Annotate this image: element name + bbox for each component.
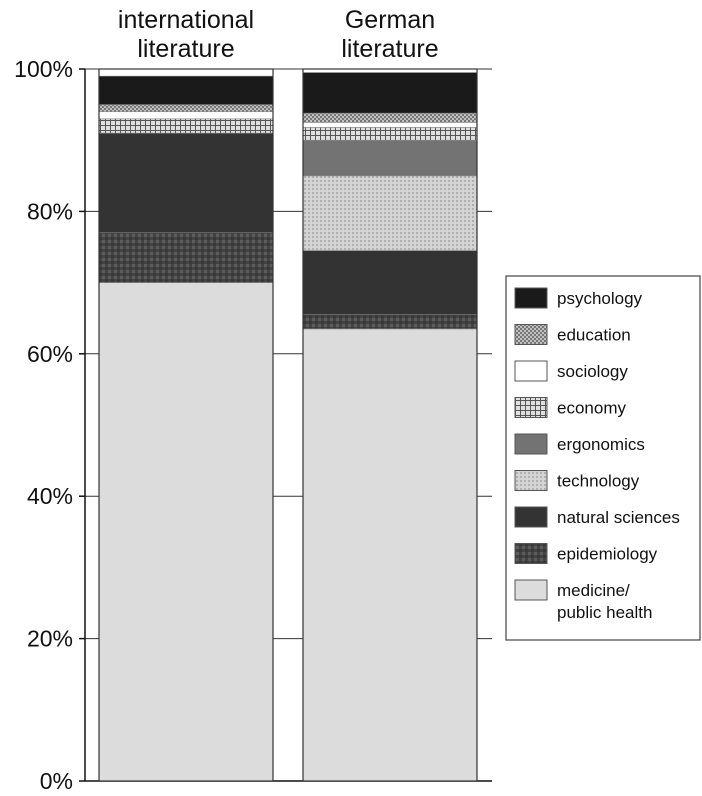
y-tick-label: 20% xyxy=(27,626,73,652)
y-axis: 0% 20% 40% 60% 80% 100% xyxy=(14,56,492,794)
legend-swatch xyxy=(514,324,548,345)
legend-label: psychology xyxy=(557,289,643,308)
legend-swatch xyxy=(514,506,548,528)
bar-segment-medicine-public-health xyxy=(302,328,478,782)
legend-label: natural sciences xyxy=(557,508,680,527)
legend-label: medicine/public health xyxy=(557,581,652,622)
bar-segment-medicine-public-health xyxy=(98,282,274,782)
bar-segment-education xyxy=(98,104,274,113)
y-tick-label: 40% xyxy=(27,483,73,509)
legend-swatch xyxy=(514,287,548,309)
bar-segment-technology xyxy=(302,175,478,251)
legend-label: education xyxy=(557,326,631,345)
bar-segment-epidemiology xyxy=(98,232,274,283)
bar-segment-psychology xyxy=(302,72,478,114)
bar-segment-natural-sciences xyxy=(98,132,274,234)
bar-segment-education xyxy=(302,112,478,123)
legend: psychology education sociology economy ergon… xyxy=(505,275,701,641)
legend-swatch xyxy=(514,543,548,564)
y-tick-label: 60% xyxy=(27,341,73,367)
legend-swatch xyxy=(514,579,548,601)
bar-segment-ergonomics xyxy=(302,139,478,177)
bars xyxy=(98,68,478,782)
y-tick-label: 0% xyxy=(40,768,73,794)
bar-outline xyxy=(98,68,274,782)
y-tick-label: 100% xyxy=(14,56,73,82)
legend-swatch xyxy=(514,360,548,382)
legend-label: technology xyxy=(557,472,640,491)
category-label: international literature xyxy=(118,6,254,63)
legend-swatch xyxy=(514,397,548,418)
bar-segment-natural-sciences xyxy=(302,250,478,315)
legend-swatch xyxy=(514,470,548,491)
legend-label: epidemiology xyxy=(557,545,658,564)
bar-segment-epidemiology xyxy=(302,314,478,330)
bar-segment-sociology xyxy=(98,111,274,120)
legend-label: ergonomics xyxy=(557,435,645,454)
category-labels: international literature German literature xyxy=(118,6,439,63)
legend-label: sociology xyxy=(557,362,628,381)
bar-segment-economy xyxy=(302,127,478,141)
bar-segment-economy xyxy=(98,118,274,134)
bar-segment-sociology xyxy=(302,122,478,128)
category-label: German literature xyxy=(341,6,438,63)
bar-segment-psychology xyxy=(98,75,274,105)
bar-outline xyxy=(302,68,478,782)
legend-swatch xyxy=(514,433,548,455)
legend-label: economy xyxy=(557,399,626,418)
y-tick-label: 80% xyxy=(27,198,73,224)
